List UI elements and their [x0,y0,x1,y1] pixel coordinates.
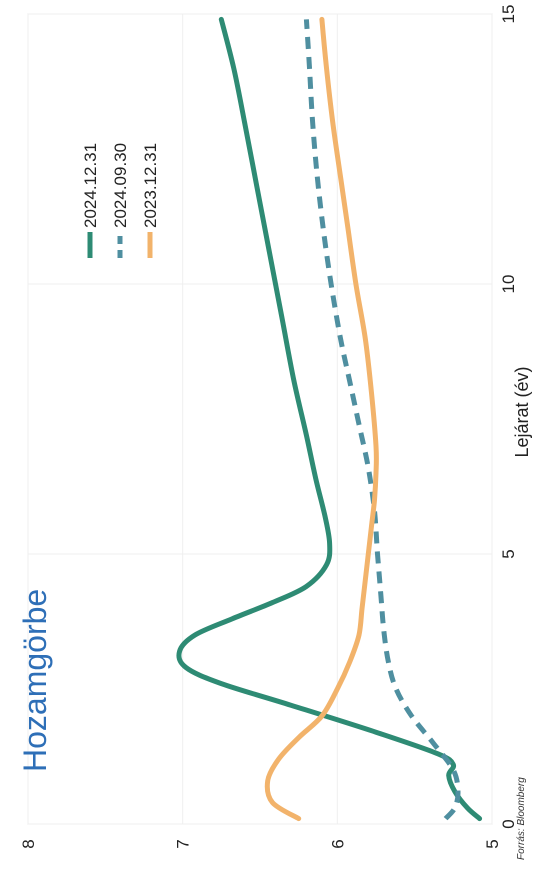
x-axis-ticks: 0 5 10 15 [499,5,518,829]
series-line-1 [303,19,461,821]
legend-label-2: 2023.12.31 [141,143,160,228]
series-line-0 [176,16,483,822]
y-tick-label-3: 8 [19,839,38,848]
legend: 2024.12.31 2024.09.30 2023.12.31 [81,143,160,258]
chart-title: Hozamgörbe [17,589,53,772]
y-tick-label-0: 5 [483,839,502,848]
x-tick-label-1: 5 [499,549,518,558]
x-tick-label-2: 10 [499,275,518,294]
x-tick-label-0: 0 [499,819,518,828]
plot-area [27,13,493,825]
y-axis-ticks: 5 6 7 8 [19,839,502,848]
source-note: Forrás: Bloomberg [516,777,527,860]
x-axis-title: Lejárat (év) [512,366,532,457]
y-tick-label-2: 7 [174,839,193,848]
series-line-2 [264,16,379,822]
series-lines [176,16,483,822]
plot-frame [27,13,493,825]
x-tick-label-3: 15 [499,5,518,24]
y-tick-label-1: 6 [328,839,347,848]
legend-label-0: 2024.12.31 [81,143,100,228]
legend-label-1: 2024.09.30 [111,143,130,228]
